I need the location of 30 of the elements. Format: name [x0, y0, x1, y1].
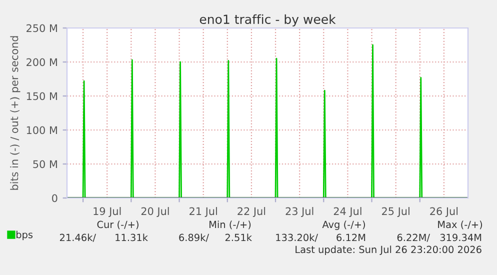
x-tick-label: 24 Jul [334, 207, 362, 218]
y-tick-label: 100 M [26, 126, 57, 134]
y-tick-label: 200 M [26, 58, 57, 66]
x-tick-label: 21 Jul [190, 207, 217, 218]
y-tick-label: 50 M [33, 160, 57, 168]
x-tick-label: 20 Jul [141, 207, 169, 218]
x-tick-label: 19 Jul [94, 207, 121, 218]
chart-title: eno1 traffic - by week [200, 14, 336, 26]
text: Max (-/+) [438, 220, 482, 230]
x-tick-label: 22 Jul [238, 207, 266, 218]
text: Avg (-/+) [322, 220, 365, 230]
x-tick-label: 23 Jul [286, 207, 314, 218]
text: Min (-/+) [210, 220, 251, 230]
text: 6.89k/ [179, 234, 209, 242]
text: 319.34M [440, 234, 482, 242]
y-tick-label: 250 M [26, 24, 57, 32]
text: 11.31k [116, 234, 148, 242]
text: Last update: Sun Jul 26 23:20:00 2026 [296, 246, 482, 256]
text: 2.51k [225, 234, 252, 242]
y-axis-title: bits in (-) / out (+) per second [10, 36, 20, 190]
x-tick-label: 26 Jul [430, 207, 458, 218]
text: 133.20k/ [276, 234, 318, 242]
y-tick-label: 150 M [26, 92, 57, 100]
text: 6.12M [336, 234, 366, 242]
text: 21.46k/ [60, 234, 96, 242]
x-tick-label: 25 Jul [382, 207, 410, 218]
text: 6.22M/ [397, 234, 430, 242]
y-tick-label: 0 [52, 194, 58, 202]
text: Cur (-/+) [97, 220, 138, 230]
legend-label: bps [16, 230, 33, 240]
